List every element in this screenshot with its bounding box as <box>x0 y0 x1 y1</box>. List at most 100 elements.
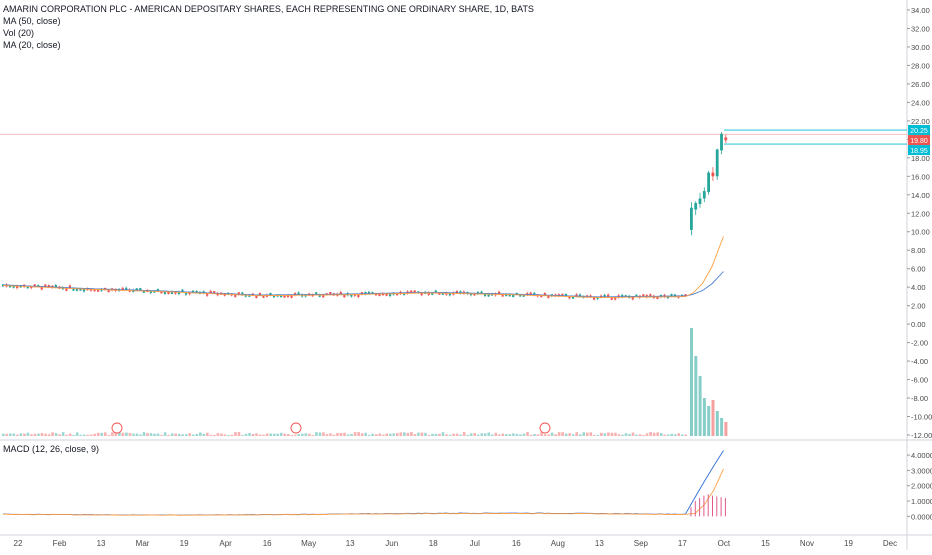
volume-bar <box>711 400 715 436</box>
volume-bar <box>378 433 382 436</box>
volume-bar <box>206 432 209 436</box>
candle-body[interactable] <box>690 207 693 230</box>
candle-body <box>96 289 100 292</box>
candle-body[interactable] <box>694 203 698 210</box>
volume-bar <box>431 433 434 436</box>
ma20-legend[interactable]: MA (20, close) <box>3 40 61 50</box>
candle-body <box>272 295 276 298</box>
volume-bar <box>388 433 392 436</box>
candle-body[interactable] <box>724 137 728 141</box>
candle-body <box>448 293 451 296</box>
price-tick-label: 24.00 <box>911 98 930 107</box>
time-axis-label: Mar <box>136 539 150 548</box>
macd-tick-label: 2.0000 <box>911 482 932 491</box>
candle-body <box>684 294 687 297</box>
candle-body <box>480 291 483 294</box>
volume-bar <box>325 434 329 436</box>
volume-bar <box>86 434 90 436</box>
candle-body <box>286 294 290 297</box>
earnings-badge[interactable] <box>539 422 551 434</box>
candle-body <box>9 285 12 288</box>
earnings-badge-label: E <box>115 426 120 433</box>
candle-body <box>297 292 300 295</box>
volume-bar <box>297 434 301 436</box>
price-tick-label: 18.00 <box>911 154 930 163</box>
volume-bar <box>75 432 79 436</box>
earnings-badge[interactable] <box>111 422 123 434</box>
volume-bar <box>322 432 325 436</box>
volume-bar <box>561 432 564 436</box>
signal-line <box>2 468 724 516</box>
volume-bar <box>663 434 666 436</box>
candle-body <box>16 285 19 289</box>
candle-body <box>512 294 515 298</box>
volume-bar <box>311 434 315 436</box>
candle-body <box>568 296 571 299</box>
candle-body <box>593 297 596 300</box>
candle-body <box>438 292 441 295</box>
volume-bar <box>526 432 529 436</box>
candle-body <box>519 294 522 297</box>
candle-body <box>107 289 110 293</box>
volume-bar <box>26 432 30 436</box>
volume-bar <box>19 433 23 436</box>
volume-bar <box>89 434 93 436</box>
volume-bar <box>346 434 350 436</box>
candle-body <box>642 294 645 297</box>
volume-bar <box>557 432 561 436</box>
volume-bar <box>68 433 72 436</box>
price-tick-label: 32.00 <box>911 24 930 33</box>
volume-bar <box>37 433 40 436</box>
macd-tick-label: 3.0000 <box>911 466 932 475</box>
volume-bar <box>132 433 135 436</box>
volume-bar <box>540 432 543 436</box>
candle-body <box>367 291 371 295</box>
volume-bar <box>170 433 174 436</box>
volume-bar <box>628 433 631 436</box>
volume-bar <box>184 434 188 436</box>
candle-body[interactable] <box>707 172 710 193</box>
candle-body <box>33 284 36 287</box>
volume-bar <box>547 434 550 436</box>
candle-body[interactable] <box>715 149 719 177</box>
candle-body <box>483 293 487 297</box>
volume-bar <box>624 433 628 436</box>
candle-body[interactable] <box>698 198 702 205</box>
volume-bar <box>220 433 223 436</box>
candle-body[interactable] <box>711 172 715 177</box>
candle-body <box>163 291 167 295</box>
time-axis-label: Nov <box>800 539 814 548</box>
earnings-badge[interactable] <box>290 422 302 434</box>
volume-bar <box>40 433 44 436</box>
time-axis-label: 15 <box>761 539 770 548</box>
macd-legend[interactable]: MACD (12, 26, close, 9) <box>3 444 100 454</box>
volume-bar <box>438 433 441 436</box>
candle-body[interactable] <box>720 133 723 151</box>
volume-bar <box>564 433 568 436</box>
volume-bar <box>65 434 68 436</box>
price-tick-label: 26.00 <box>911 80 930 89</box>
candle-body <box>54 284 57 288</box>
candle-body <box>237 292 240 295</box>
time-axis-label: Dec <box>883 539 897 548</box>
price-tick-label: -4.00 <box>911 357 928 366</box>
volume-bar <box>283 433 287 436</box>
volume-legend[interactable]: Vol (20) <box>3 28 35 38</box>
candle-body <box>547 295 550 298</box>
candle-body <box>209 290 212 294</box>
ma50-legend[interactable]: MA (50, close) <box>3 16 61 26</box>
volume-bar <box>107 434 111 436</box>
candle-body <box>174 291 177 294</box>
volume-bar <box>550 432 554 436</box>
volume-bar <box>72 434 75 436</box>
price-tick-label: -6.00 <box>911 376 928 385</box>
candle-body[interactable] <box>702 191 706 199</box>
volume-bar <box>279 432 283 436</box>
candle-body <box>184 292 188 295</box>
volume-bar <box>448 434 452 436</box>
candle-body <box>213 291 216 294</box>
volume-bar <box>715 411 719 436</box>
time-axis-label: 13 <box>97 539 106 548</box>
